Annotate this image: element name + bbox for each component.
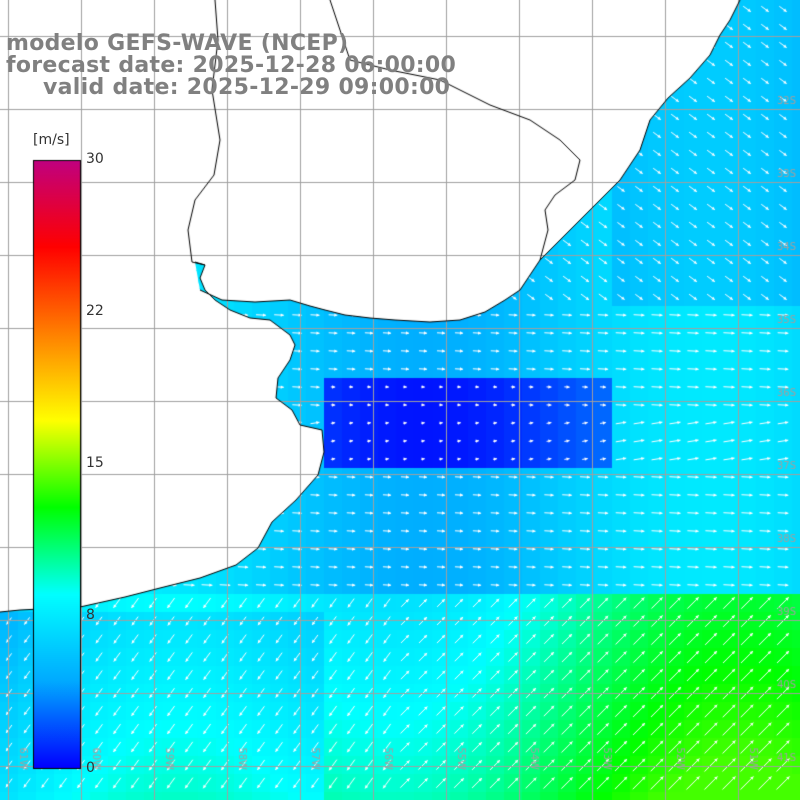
colorbar-tick: 15 — [86, 455, 104, 471]
colorbar-tick: 8 — [86, 607, 95, 623]
map-title: modelo GEFS-WAVE (NCEP) — [6, 31, 349, 56]
forecast-date: forecast date: 2025-12-28 06:00:00 — [6, 53, 457, 78]
colorbar-tick: 22 — [86, 303, 104, 319]
colorbar-tick: 30 — [86, 151, 104, 167]
valid-date: valid date: 2025-12-29 09:00:00 — [43, 75, 451, 100]
colorbar-unit: [m/s] — [33, 132, 70, 148]
colorbar-tick: 0 — [86, 760, 95, 776]
